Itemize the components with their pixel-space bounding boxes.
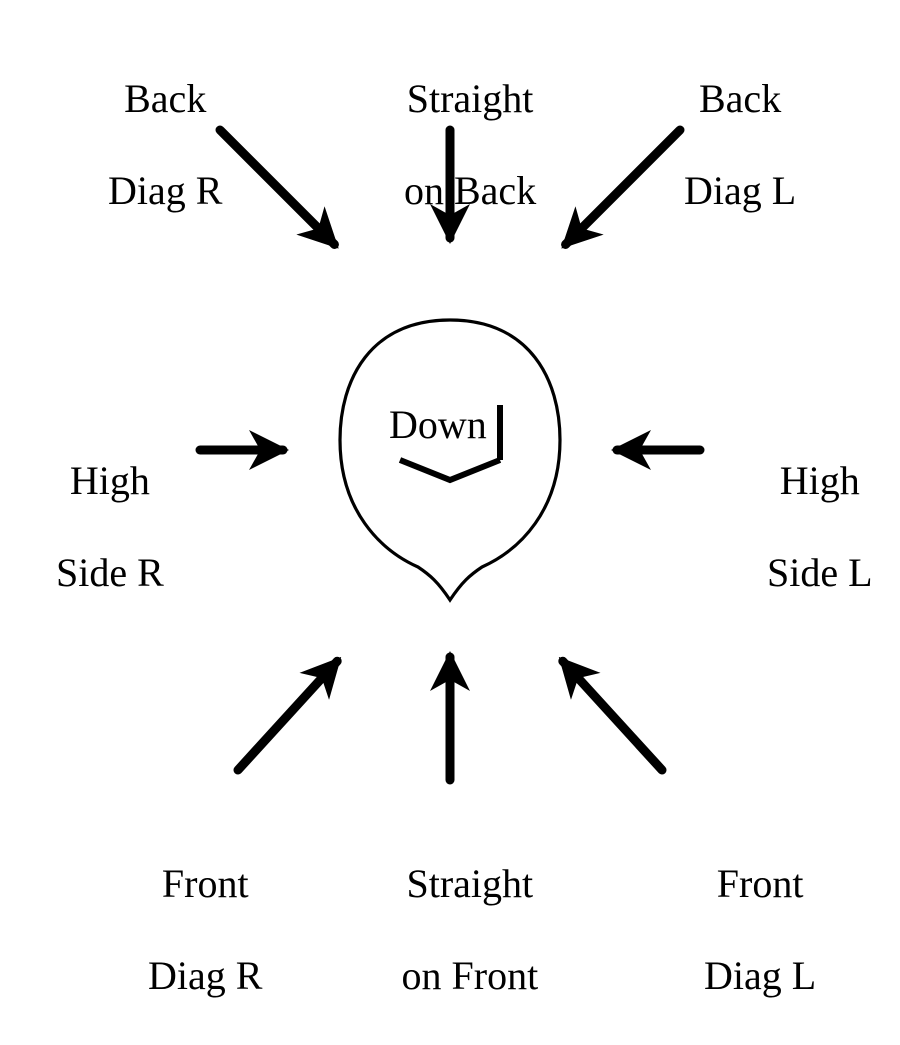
label-high-side-l: High Side L (727, 412, 873, 642)
label-line: Side L (767, 550, 873, 595)
label-line: Straight (407, 861, 534, 906)
label-line: on Back (404, 168, 536, 213)
label-line: Back (699, 76, 781, 121)
label-line: Diag L (704, 953, 816, 998)
label-straight-on-front: Straight on Front (362, 815, 539, 1045)
label-line: Front (717, 861, 804, 906)
label-back-diag-l: Back Diag L (644, 30, 796, 260)
label-front-diag-r: Front Diag R (108, 815, 262, 1045)
head-outline-icon (340, 320, 560, 600)
label-line: on Front (402, 953, 539, 998)
direction-diagram: Down Back Diag R Straight on Back Back D… (0, 0, 900, 926)
label-line: High (780, 458, 860, 503)
label-line: Side R (56, 550, 164, 595)
label-line: Back (124, 76, 206, 121)
arrow (220, 130, 334, 244)
label-line: Front (162, 861, 249, 906)
label-line: Diag L (684, 168, 796, 213)
label-back-diag-r: Back Diag R (68, 30, 222, 260)
arrow (238, 661, 337, 770)
label-line: Diag R (108, 168, 222, 213)
center-label: Down (389, 402, 487, 448)
label-front-diag-l: Front Diag L (664, 815, 816, 1045)
label-line: Diag R (148, 953, 262, 998)
label-line: High (70, 458, 150, 503)
label-line: Straight (407, 76, 534, 121)
label-straight-on-back: Straight on Back (364, 30, 536, 260)
label-high-side-r: High Side R (16, 412, 164, 642)
arrow (563, 661, 662, 770)
